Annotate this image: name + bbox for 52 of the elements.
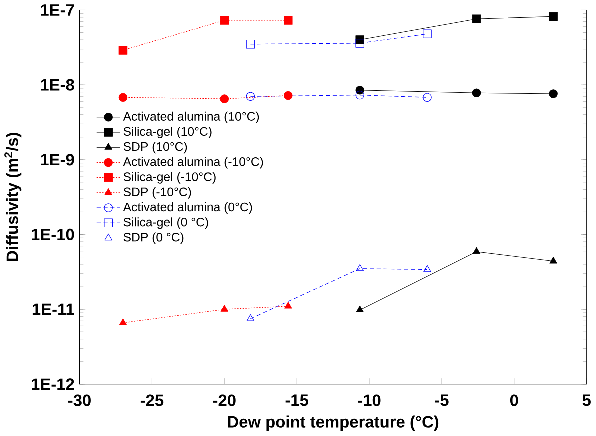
legend-label: Silica-gel (0 °C) [124,218,208,230]
y-tick-label: 1E-10 [32,229,74,241]
point [246,92,256,102]
point [549,90,558,99]
point [356,264,364,272]
point [118,93,128,102]
legend-label: Activated alumina (0°C) [123,202,252,214]
point [356,36,364,45]
y-axis-title: Diffusivity (m$^{2}$/s) [4,133,22,262]
point [423,30,432,39]
x-tick-label: -10 [358,394,381,407]
legend-label: SDP (10°C) [124,142,188,154]
x-tick-label: 0 [510,394,518,407]
point [356,306,364,313]
x-tick-label: -25 [140,394,164,407]
point [246,40,256,49]
legend-label: SDP (0 °C) [124,232,184,244]
point [284,92,293,100]
y-tick-label: 1E-11 [32,304,74,316]
legend-label: Activated alumina (-10°C) [123,157,264,169]
point [423,93,432,102]
point [549,12,558,22]
point [220,305,228,312]
x-tick-label: 5 [582,394,591,406]
x-axis-title: Dew point temperature (°C) [228,416,439,432]
legend-label: Silica-gel (10°C) [124,127,212,139]
legend-label: SDP (-10°C) [124,188,192,200]
y-tick-label: 1E-8 [41,79,74,92]
point [284,302,292,309]
y-tick-label: 1E-9 [41,154,74,166]
point [246,314,255,322]
point [472,248,481,254]
x-tick-label: -20 [213,394,236,407]
y-tick-label: 1E-12 [32,378,74,390]
point [284,16,293,26]
point [118,46,128,56]
x-tick-label: -30 [68,394,91,407]
point [472,88,482,98]
point [550,257,558,264]
legend-label: Silica-gel (-10°C) [124,172,216,184]
point [472,14,482,24]
y-tick-label: 1E-7 [41,4,74,16]
x-tick-label: -5 [435,394,449,406]
point [424,266,432,272]
point [356,91,364,100]
point [119,318,128,326]
point [356,39,364,48]
point [220,16,230,26]
point [356,86,364,95]
x-tick-label: -15 [286,394,309,406]
legend-label: Activated alumina (10°C) [123,112,260,124]
point [220,94,230,104]
